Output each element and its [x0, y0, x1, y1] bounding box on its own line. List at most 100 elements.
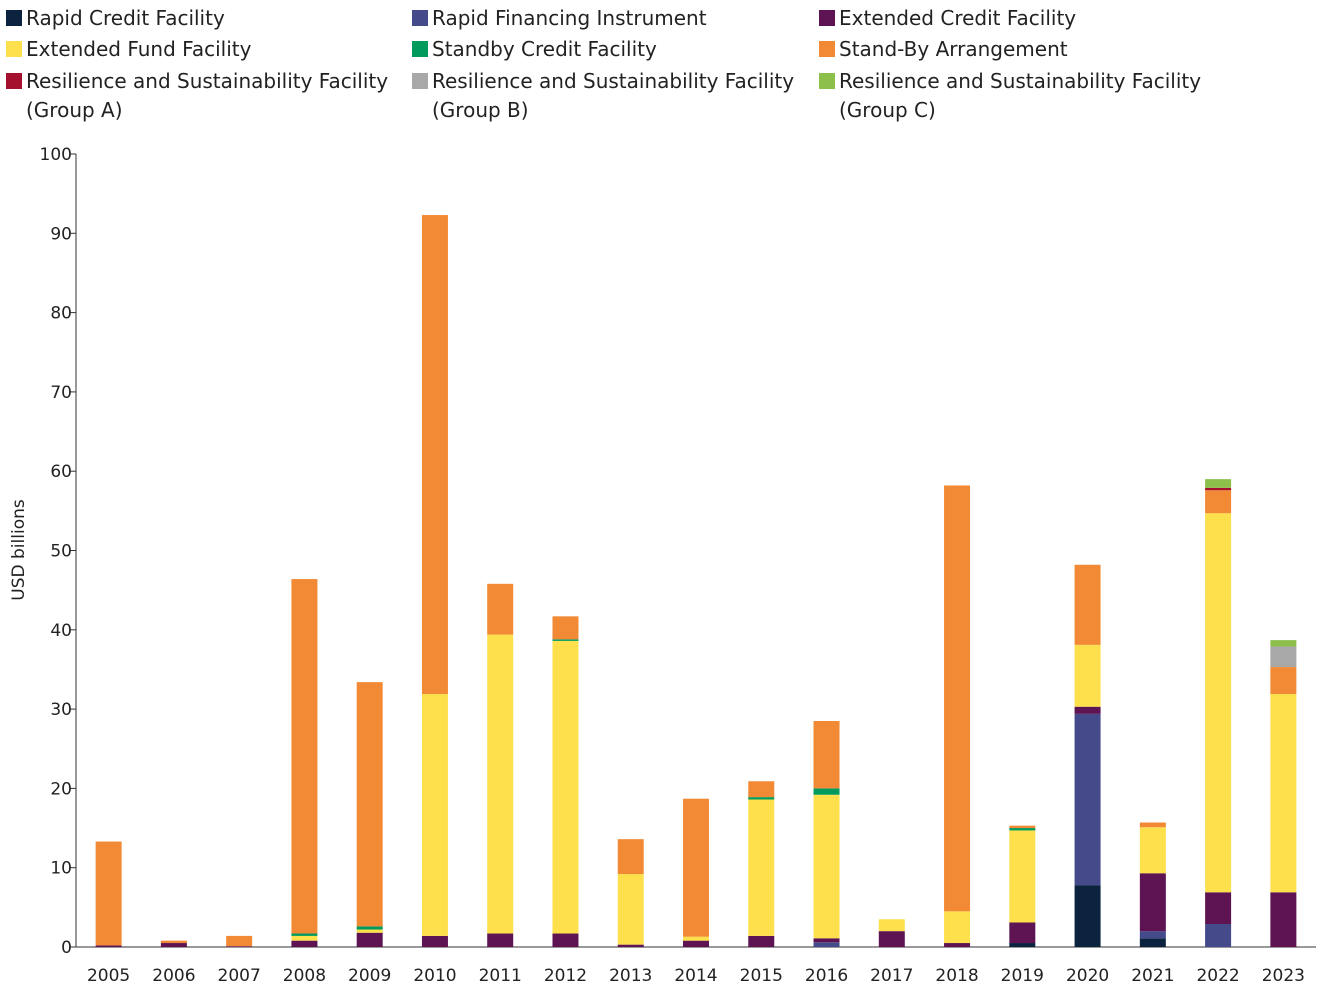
bar-segment	[552, 933, 579, 947]
legend-label: Standby Credit Facility	[432, 37, 657, 61]
legend-swatch	[819, 73, 835, 89]
y-tick-label: 60	[50, 462, 72, 482]
bar-segment	[1009, 828, 1036, 831]
bar-segment	[1270, 694, 1297, 893]
bar-segment	[1139, 931, 1166, 939]
legend-swatch	[819, 41, 835, 57]
legend-item: Stand-By Arrangement	[819, 35, 1068, 64]
y-tick-label: 50	[50, 542, 72, 562]
x-tick-label: 2019	[1001, 966, 1044, 986]
x-tick-label: 2007	[218, 966, 261, 986]
bar-segment	[748, 797, 775, 800]
x-tick-label: 2005	[87, 966, 130, 986]
x-tick-label: 2018	[935, 966, 978, 986]
bar-segment	[748, 799, 775, 936]
bar-segment	[160, 943, 187, 947]
chart-bars	[95, 215, 1297, 947]
legend-label: Extended Fund Facility	[26, 37, 252, 61]
bar-segment	[944, 911, 971, 944]
bar-segment	[487, 933, 514, 947]
bar-segment	[617, 874, 644, 945]
legend-label: Resilience and Sustainability Facility (…	[839, 69, 1202, 122]
bar-segment	[160, 940, 187, 944]
bar-segment	[683, 940, 709, 947]
bar-segment	[813, 794, 840, 939]
legend-item: Resilience and Sustainability Facility (…	[412, 67, 794, 125]
y-tick-label: 20	[50, 779, 72, 799]
bar-segment	[1139, 827, 1166, 874]
bar-segment	[421, 694, 448, 936]
chart-axes: 0 10 20 30 40 50 60 70 80 90 100 2005 2006 2007 2008 20…	[40, 145, 1316, 986]
y-tick-label: 40	[50, 621, 72, 641]
x-tick-label: 2022	[1196, 966, 1239, 986]
bar-segment	[1270, 640, 1297, 647]
y-tick-label: 30	[50, 700, 72, 720]
bar-segment	[748, 781, 775, 798]
bar-segment	[1009, 943, 1036, 947]
bar-segment	[487, 634, 514, 934]
legend-label: Resilience and Sustainability Facility (…	[432, 69, 795, 122]
legend-item: Resilience and Sustainability Facility (…	[6, 67, 388, 125]
y-tick-label: 70	[50, 383, 72, 403]
bar-segment	[1139, 938, 1166, 947]
bar-segment	[1139, 822, 1166, 828]
bar-segment	[1009, 825, 1036, 829]
x-tick-label: 2014	[674, 966, 717, 986]
legend-item: Extended Credit Facility	[819, 4, 1076, 33]
bar-segment	[291, 940, 318, 947]
legend-swatch	[412, 73, 428, 89]
x-tick-label: 2010	[413, 966, 456, 986]
y-tick-label: 10	[50, 859, 72, 879]
legend-item: Rapid Credit Facility	[6, 4, 225, 33]
bar-segment	[813, 720, 840, 789]
bar-segment	[552, 639, 579, 641]
bar-segment	[291, 935, 318, 941]
x-tick-label: 2006	[152, 966, 195, 986]
bar-segment	[617, 944, 644, 947]
bar-segment	[1009, 922, 1036, 944]
bar-segment	[1009, 830, 1036, 923]
x-tick-label: 2008	[283, 966, 326, 986]
bar-segment	[748, 935, 775, 947]
bar-segment	[1205, 892, 1232, 925]
legend-item: Rapid Financing Instrument	[412, 4, 707, 33]
legend-swatch	[6, 73, 22, 89]
bar-segment	[356, 682, 383, 927]
legend-swatch	[819, 10, 835, 26]
x-tick-label: 2015	[740, 966, 783, 986]
x-tick-label: 2012	[544, 966, 587, 986]
bar-segment	[487, 583, 514, 635]
bar-segment	[1205, 490, 1232, 514]
bar-segment	[421, 215, 448, 695]
legend-label: Resilience and Sustainability Facility (…	[26, 69, 389, 122]
bar-segment	[226, 935, 253, 947]
legend-item: Extended Fund Facility	[6, 35, 251, 64]
bar-segment	[1074, 644, 1101, 707]
legend-swatch	[412, 10, 428, 26]
legend-label: Rapid Credit Facility	[26, 6, 225, 30]
bar-segment	[944, 943, 971, 947]
y-tick-label: 80	[50, 304, 72, 324]
legend-item: Resilience and Sustainability Facility (…	[819, 67, 1201, 125]
bar-segment	[617, 839, 644, 875]
x-tick-label: 2013	[609, 966, 652, 986]
bar-segment	[878, 919, 905, 932]
bar-segment	[944, 485, 971, 912]
bar-segment	[356, 932, 383, 947]
bar-segment	[1074, 885, 1101, 947]
x-tick-label: 2020	[1066, 966, 1109, 986]
bar-segment	[683, 936, 709, 941]
bar-segment	[356, 926, 383, 930]
bar-segment	[1270, 892, 1297, 947]
legend-label: Stand-By Arrangement	[839, 37, 1068, 61]
x-tick-label: 2017	[870, 966, 913, 986]
bar-segment	[226, 946, 253, 947]
bar-segment	[95, 945, 122, 947]
chart-legend: Rapid Credit Facility Rapid Financing Ins…	[0, 0, 1323, 140]
bar-segment	[1074, 706, 1101, 714]
x-tick-label: 2009	[348, 966, 391, 986]
bar-segment	[1205, 924, 1232, 947]
legend-swatch	[412, 41, 428, 57]
bar-segment	[683, 798, 709, 937]
